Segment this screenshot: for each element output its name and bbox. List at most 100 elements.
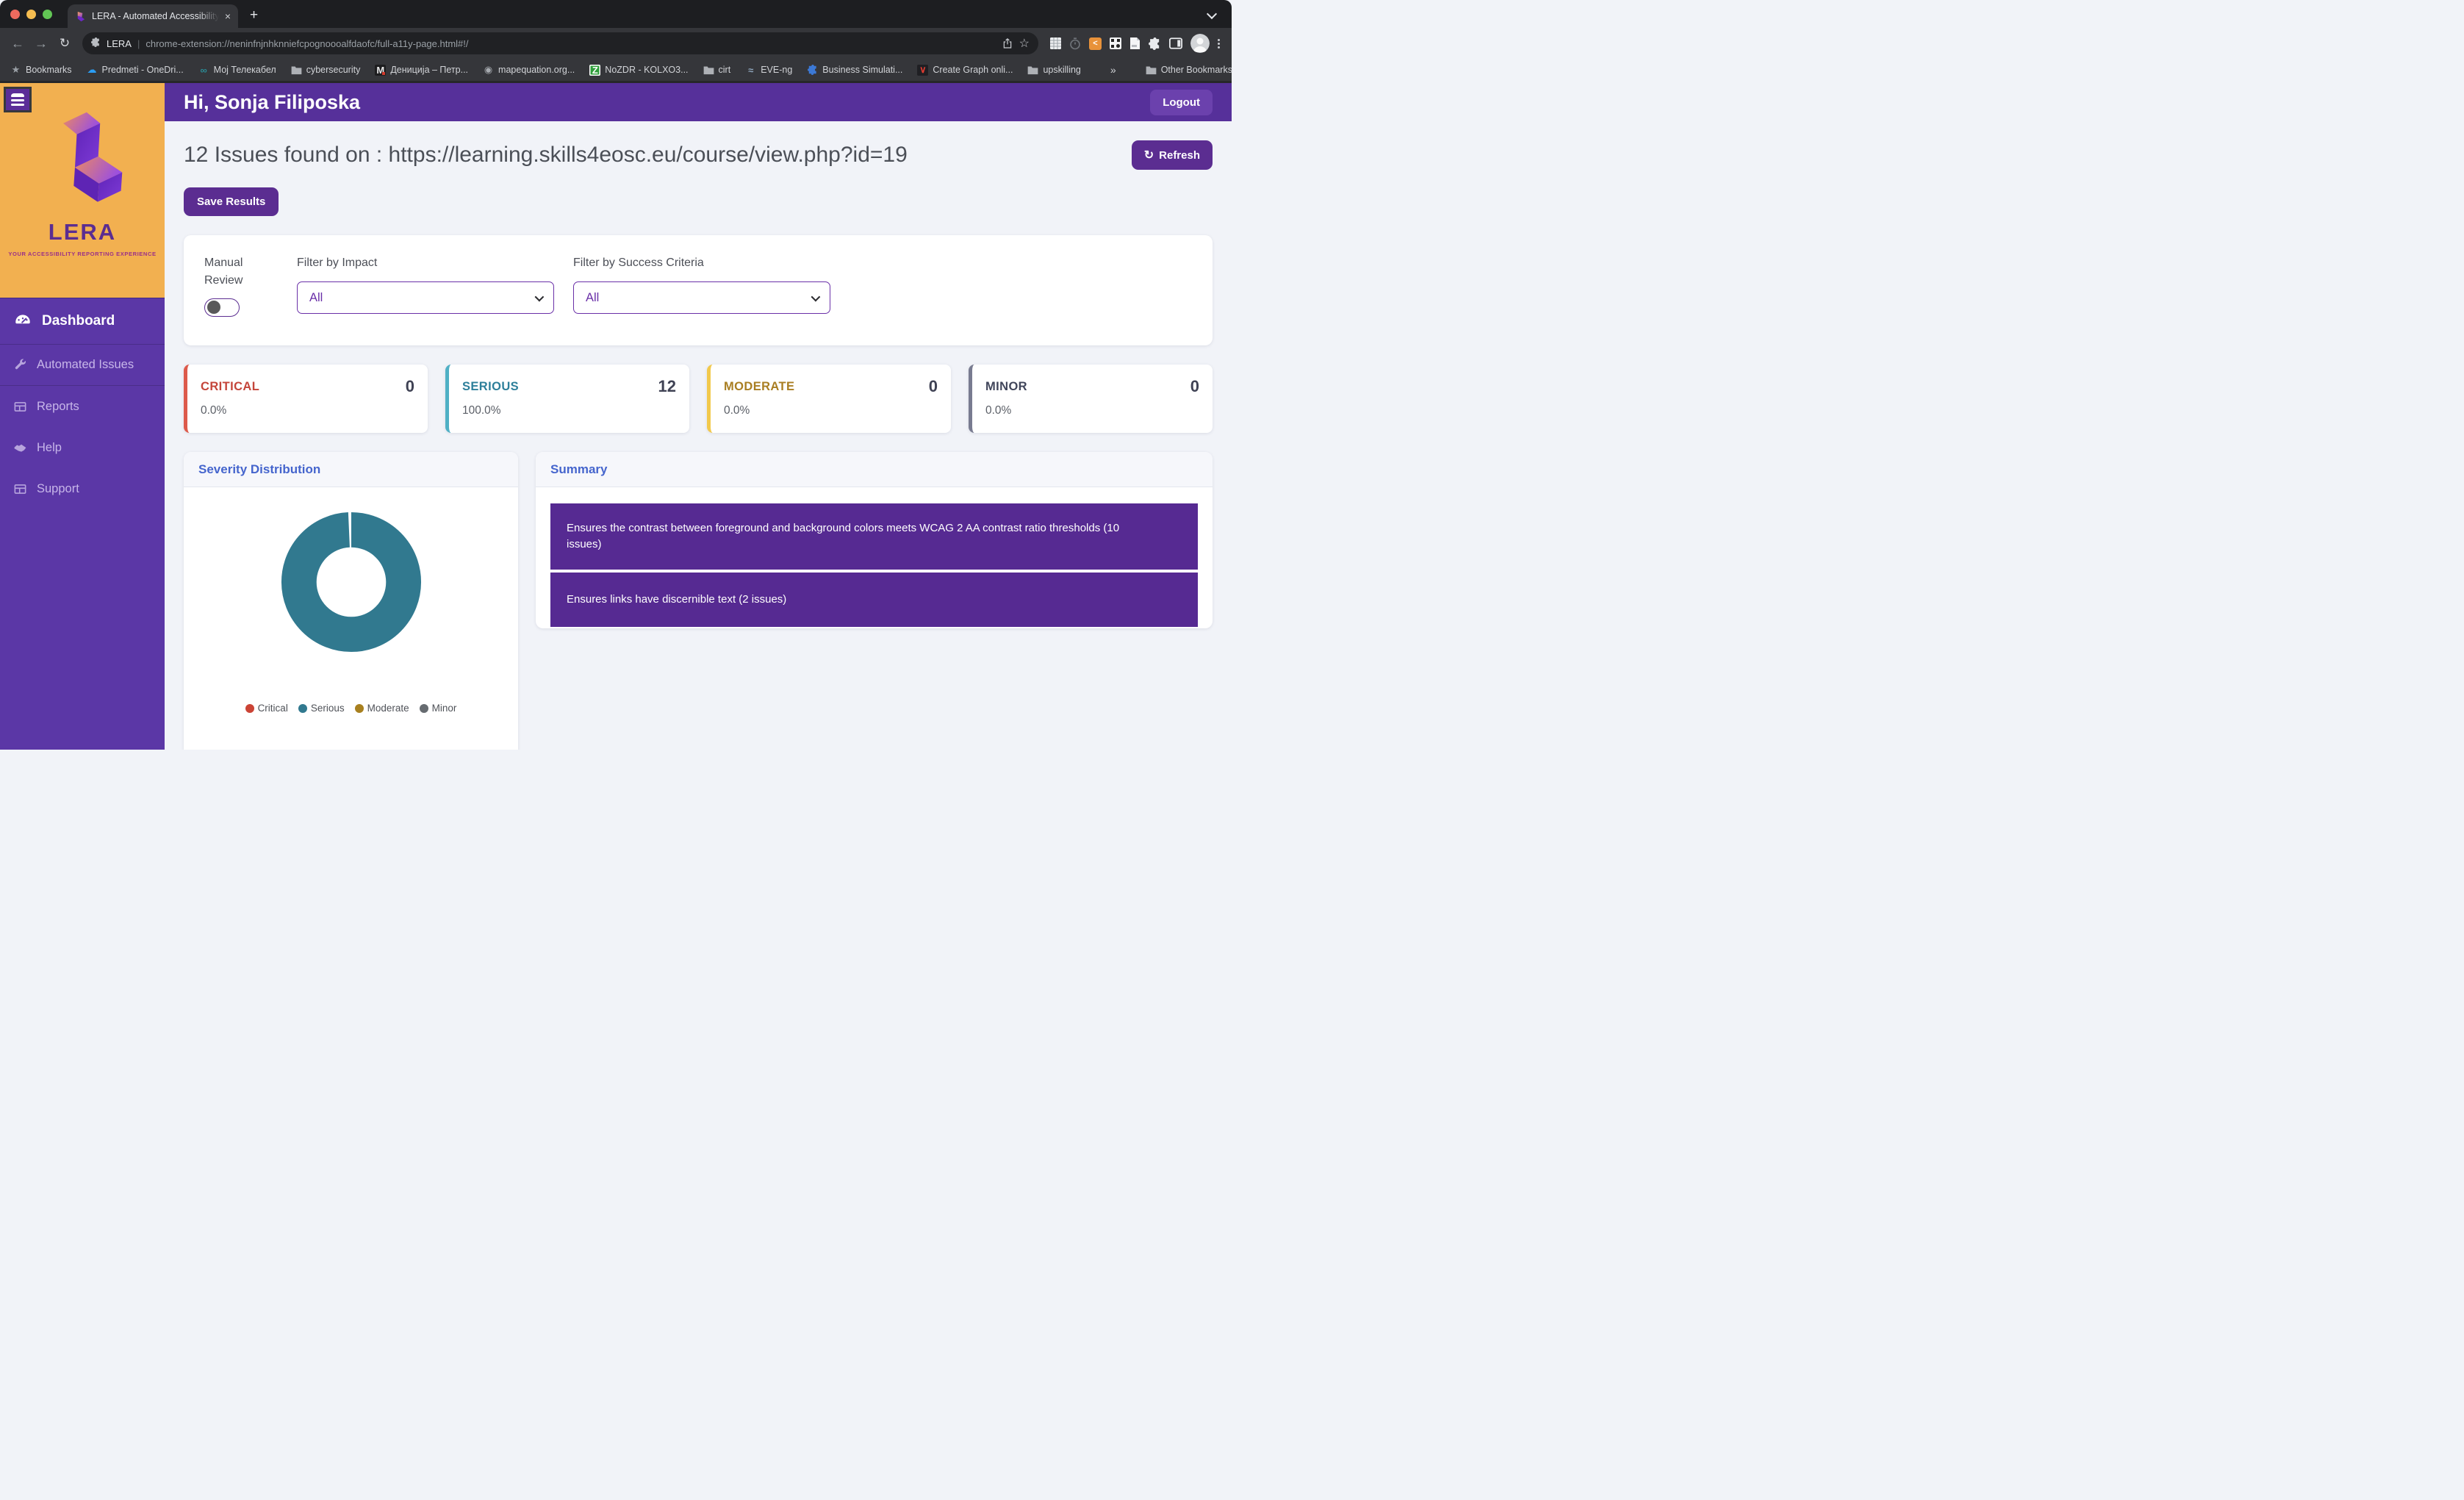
stat-count: 0 — [405, 377, 414, 395]
bookmark-item[interactable]: ◉ mapequation.org... — [483, 64, 575, 76]
gauge-icon — [15, 315, 30, 324]
document-extension-icon[interactable] — [1129, 37, 1141, 49]
legend-item-critical[interactable]: Critical — [245, 703, 288, 714]
reload-button[interactable]: ↻ — [59, 36, 71, 50]
maximize-window-button[interactable] — [43, 10, 52, 19]
extension-page-icon — [91, 37, 101, 49]
z-favicon: Z — [589, 64, 601, 76]
app-header: Hi, Sonja Filiposka Logout — [165, 83, 1232, 121]
bookmark-item[interactable]: Z NoZDR - KOLXO3... — [589, 64, 689, 76]
legend-dot — [245, 703, 254, 713]
refresh-button[interactable]: ↻ Refresh — [1131, 140, 1213, 170]
bookmark-item[interactable]: ☁ Predmeti - OneDri... — [87, 64, 184, 76]
stat-card-moderate: MODERATE 0 0.0% — [707, 365, 951, 433]
summary-row[interactable]: Ensures the contrast between foreground … — [550, 503, 1198, 570]
bookmark-item[interactable]: ∨ Create Graph onli... — [917, 64, 1013, 76]
save-results-button[interactable]: Save Results — [184, 187, 279, 216]
sidebar-item-label: Automated Issues — [37, 358, 134, 371]
logout-button[interactable]: Logout — [1150, 89, 1213, 115]
globe-icon: ◉ — [484, 64, 493, 75]
sidebar-item-support[interactable]: Support — [0, 468, 165, 509]
criteria-select[interactable]: All — [573, 281, 830, 314]
folder-icon — [703, 65, 714, 76]
bookmark-label: Other Bookmarks — [1160, 65, 1232, 75]
sidebar-item-help[interactable]: Help — [0, 427, 165, 468]
tab-favicon-lera-icon — [75, 11, 86, 22]
bookmark-label: Bookmarks — [26, 65, 72, 75]
url-text[interactable]: chrome-extension://neninfnjnhknniefcpogn… — [146, 37, 469, 49]
bookmarks-overflow-chevron[interactable]: » — [1110, 64, 1116, 76]
stat-percent: 0.0% — [201, 404, 227, 417]
spreadsheet-extension-icon[interactable] — [1050, 37, 1061, 49]
extensions-puzzle-icon[interactable] — [1149, 37, 1161, 50]
legend-item-serious[interactable]: Serious — [298, 703, 345, 714]
content-area: Hi, Sonja Filiposka Logout 12 Issues fou… — [165, 83, 1232, 750]
legend-item-minor[interactable]: Minor — [419, 703, 457, 714]
browser-toolbar: ← → ↻ LERA | chrome-extension://neninfnj… — [0, 28, 1232, 59]
sidebar-item-automated-issues[interactable]: Automated Issues — [0, 345, 165, 386]
bookmark-item[interactable]: Other Bookmarks — [1146, 65, 1232, 76]
sidebar-item-dashboard[interactable]: Dashboard — [0, 298, 165, 345]
tab-close-icon[interactable]: × — [224, 10, 231, 22]
bookmark-star-icon[interactable]: ☆ — [1019, 37, 1030, 50]
table-icon — [14, 484, 26, 494]
sidebar-item-reports[interactable]: Reports — [0, 386, 165, 427]
site-favicon: М — [375, 64, 387, 76]
stat-count: 0 — [928, 377, 938, 395]
new-tab-button[interactable]: + — [250, 7, 259, 23]
table-icon — [14, 401, 26, 412]
impact-select[interactable]: All — [297, 281, 554, 314]
side-panel-icon[interactable] — [1169, 37, 1182, 49]
sidebar: LERA YOUR ACCESSIBILITY REPORTING EXPERI… — [0, 83, 165, 750]
address-bar[interactable]: LERA | chrome-extension://neninfnjnhknni… — [82, 32, 1038, 54]
summary-panel: Summary Ensures the contrast between for… — [536, 452, 1213, 628]
bookmark-item[interactable]: ∞ Мој Телекабел — [198, 65, 276, 76]
back-button[interactable]: ← — [11, 35, 24, 51]
bookmark-item[interactable]: upskilling — [1027, 65, 1081, 76]
stat-count: 12 — [658, 377, 676, 395]
bookmark-item[interactable]: Business Simulati... — [807, 65, 902, 76]
chart-legend: Critical Serious Moderate Minor — [245, 703, 457, 714]
legend-item-moderate[interactable]: Moderate — [354, 703, 409, 714]
bookmark-item[interactable]: cirt — [703, 65, 731, 76]
bookmark-label: Дениција – Петр... — [390, 65, 469, 75]
stat-label: MINOR — [985, 379, 1027, 393]
manual-review-toggle[interactable] — [204, 298, 240, 317]
window-controls[interactable] — [10, 10, 52, 19]
bookmark-label: mapequation.org... — [498, 65, 575, 75]
minimize-window-button[interactable] — [26, 10, 36, 19]
filter-criteria-label: Filter by Success Criteria — [573, 256, 704, 269]
browser-chrome: LERA - Automated Accessibility × + ← → ↻… — [0, 0, 1232, 83]
handshake-icon — [14, 444, 26, 452]
filter-impact-label: Filter by Impact — [297, 256, 378, 269]
forward-button[interactable]: → — [35, 35, 48, 51]
tab-title: LERA - Automated Accessibility — [92, 11, 219, 21]
bookmark-label: cirt — [718, 65, 731, 75]
browser-tab[interactable]: LERA - Automated Accessibility × — [68, 4, 238, 28]
summary-panel-title: Summary — [550, 462, 608, 476]
timer-extension-icon[interactable] — [1069, 37, 1081, 50]
bookmark-item[interactable]: ≈ EVE-ng — [745, 65, 792, 76]
bookmark-item[interactable]: М Дениција – Петр... — [375, 64, 469, 76]
profile-avatar[interactable] — [1190, 34, 1210, 53]
legend-label: Minor — [431, 703, 457, 714]
folder-icon — [291, 65, 302, 76]
tab-search-chevron-icon[interactable] — [1206, 8, 1218, 20]
browser-menu-icon[interactable] — [1218, 38, 1220, 49]
bookmarks-bar: ★ Bookmarks ☁ Predmeti - OneDri... ∞ Мој Теле… — [0, 59, 1232, 81]
star-icon: ★ — [11, 64, 21, 75]
bookmark-label: Predmeti - OneDri... — [101, 65, 184, 75]
share-icon[interactable] — [1002, 37, 1013, 49]
onedrive-cloud-icon: ☁ — [87, 64, 97, 75]
summary-row[interactable]: Ensures links have discernible text (2 i… — [550, 573, 1198, 627]
main-panel: 12 Issues found on : https://learning.sk… — [165, 121, 1232, 750]
bookmark-item[interactable]: ★ Bookmarks — [10, 64, 72, 76]
sidebar-item-label: Help — [37, 440, 62, 454]
share-extension-icon[interactable]: < — [1089, 37, 1102, 50]
close-window-button[interactable] — [10, 10, 20, 19]
folder-icon — [1027, 65, 1038, 76]
qr-extension-icon[interactable] — [1110, 37, 1121, 49]
bookmark-item[interactable]: cybersecurity — [291, 65, 360, 76]
stat-percent: 0.0% — [724, 404, 750, 417]
hamburger-menu-button[interactable] — [4, 87, 32, 112]
